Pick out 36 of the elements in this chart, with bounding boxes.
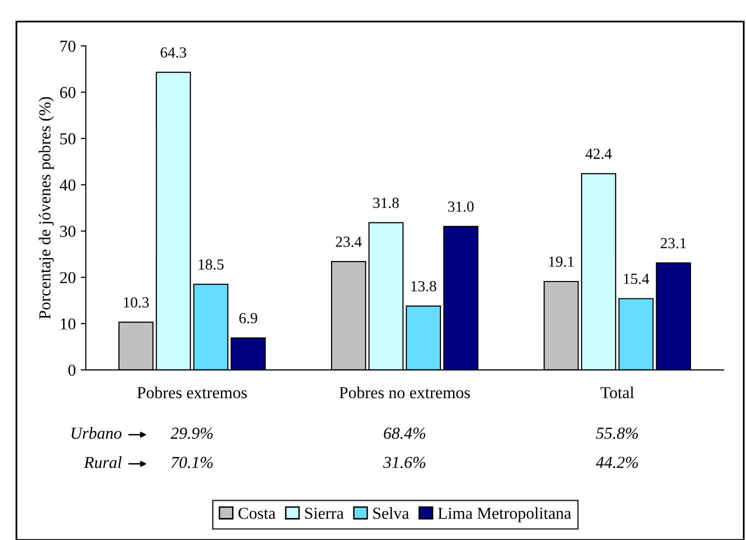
data-label: 10.3 [124,297,149,308]
data-label: 64.3 [160,47,186,58]
text: 55.8% [596,428,638,439]
x-tick-label: Total [600,386,634,398]
x-tick-label: Pobres no extremos [339,386,470,398]
legend-label: Selva [373,507,409,519]
y-tick-label: 10 [60,318,76,330]
data-label: 23.4 [336,236,362,247]
y-tick-label: 50 [60,133,76,144]
legend-label: Sierra [305,508,344,519]
y-tick-label: 30 [60,226,76,237]
data-label: 15.4 [624,274,650,284]
text: Urbano [72,427,122,439]
data-label: 42.4 [586,148,612,160]
y-tick-label: 70 [60,40,76,52]
y-tick-label: 60 [60,86,76,98]
data-label: 31.0 [448,201,474,212]
x-tick-label: Pobres extremos [137,386,247,398]
text: Rural [84,456,122,468]
text: 68.4% [384,428,426,439]
y-axis-title: Porcentaje de jóvenes pobres (%) [38,97,54,319]
y-tick-label: 20 [60,272,76,284]
data-label: 19.1 [549,256,574,267]
y-tick-label: 0 [68,364,76,376]
y-tick-label: 40 [60,179,76,191]
legend-label: Lima Metropolitana [438,507,572,522]
text: 70.1% [172,456,213,468]
data-label: 13.8 [411,281,436,292]
data-label: 6.9 [239,313,258,324]
data-label: 18.5 [198,259,224,270]
text: 44.2% [596,456,638,468]
text: 29.9% [170,428,213,439]
data-label: 31.8 [373,198,399,208]
legend-label: Costa [238,508,276,519]
data-label: 23.1 [660,238,686,248]
text: 31.6% [383,456,426,468]
